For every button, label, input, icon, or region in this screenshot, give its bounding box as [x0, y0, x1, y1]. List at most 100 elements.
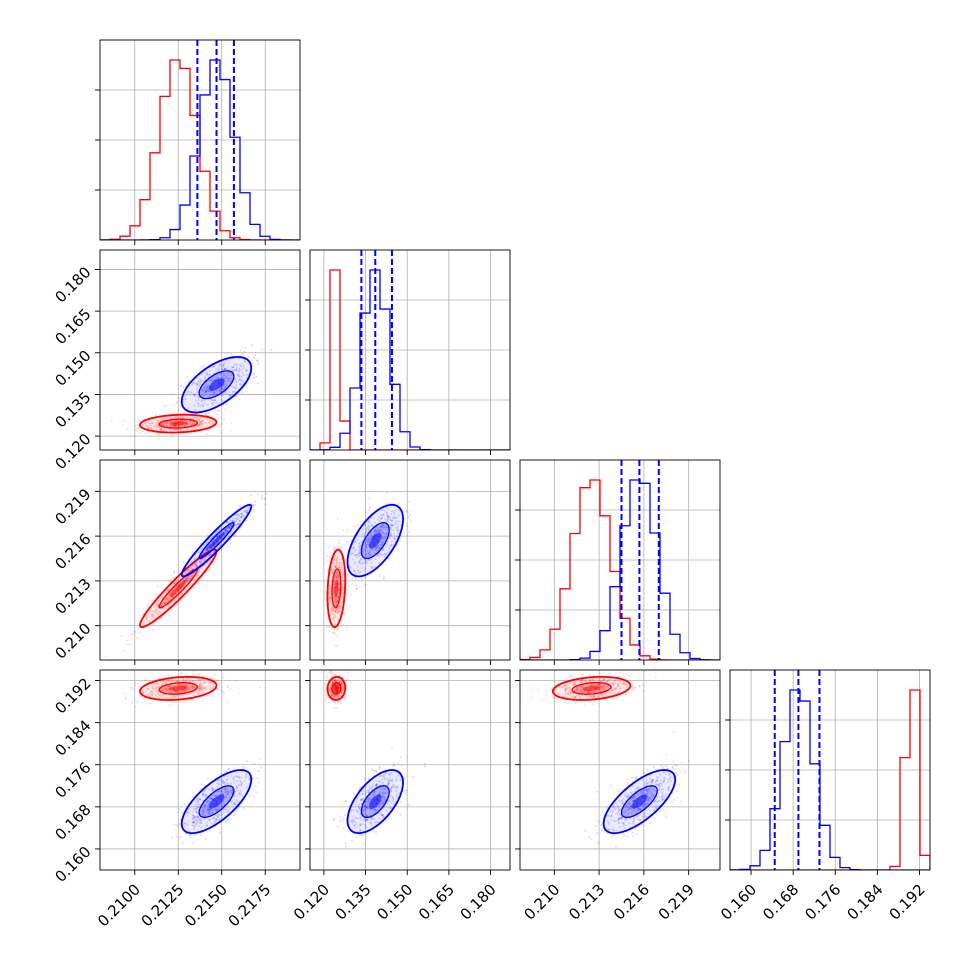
scatter-point — [161, 603, 164, 606]
scatter-point — [160, 605, 163, 608]
scatter-point — [199, 687, 202, 690]
scatter-point — [176, 584, 178, 587]
scatter-point — [201, 559, 203, 562]
scatter-point — [334, 582, 337, 585]
scatter-point — [328, 596, 331, 599]
scatter-point — [206, 808, 209, 811]
scatter-point — [382, 549, 385, 552]
scatter-point — [387, 515, 390, 518]
scatter-point — [121, 423, 124, 426]
scatter-point — [337, 577, 340, 580]
scatter-point — [382, 531, 385, 534]
scatter-point — [355, 554, 358, 557]
scatter-point — [238, 383, 241, 386]
scatter-point — [357, 817, 360, 820]
scatter-point — [200, 821, 203, 824]
scatter-point — [226, 381, 229, 383]
scatter-point — [187, 569, 190, 572]
scatter-point — [378, 555, 381, 558]
scatter-point — [212, 393, 215, 395]
scatter-point — [331, 608, 334, 611]
scatter-point — [200, 365, 203, 368]
scatter-point — [374, 549, 377, 552]
scatter-point — [154, 615, 156, 618]
scatter-point — [165, 687, 168, 690]
scatter-point — [227, 821, 230, 823]
scatter-point — [224, 789, 227, 792]
scatter-point — [153, 424, 156, 427]
scatter-point — [337, 695, 339, 698]
scatter-point — [207, 560, 210, 563]
scatter-point — [379, 790, 382, 793]
scatter-point — [185, 570, 188, 573]
panel-frame — [99, 669, 301, 871]
scatter-point — [338, 695, 340, 698]
scatter-point — [335, 563, 338, 566]
scatter-point — [210, 537, 213, 539]
scatter-point — [336, 690, 339, 693]
scatter-point — [338, 674, 341, 677]
scatter-point — [160, 423, 163, 426]
scatter-point — [334, 609, 337, 612]
scatter-point — [231, 520, 234, 523]
scatter-point — [370, 531, 372, 534]
scatter-point — [198, 560, 201, 563]
scatter-point — [192, 381, 195, 384]
scatter-point — [192, 814, 195, 817]
scatter-point — [208, 554, 211, 557]
scatter-point — [218, 363, 221, 366]
scatter-point — [223, 418, 226, 421]
scatter-point — [235, 784, 238, 787]
scatter-point — [198, 687, 201, 690]
scatter-point — [215, 390, 218, 392]
scatter-point — [225, 794, 227, 797]
scatter-point — [196, 816, 199, 819]
scatter-point — [198, 419, 201, 422]
scatter-point — [346, 574, 348, 577]
scatter-point — [359, 548, 361, 551]
scatter-point — [341, 587, 344, 590]
scatter-point — [187, 428, 190, 431]
scatter-point — [403, 511, 406, 513]
scatter-point — [144, 619, 147, 622]
scatter-point — [167, 689, 170, 691]
scatter-point — [357, 555, 360, 558]
scatter-point — [225, 790, 228, 793]
scatter-point — [202, 790, 205, 793]
scatter-point — [326, 694, 329, 697]
scatter-point — [248, 778, 251, 781]
scatter-point — [393, 536, 396, 539]
scatter-point — [235, 803, 238, 806]
scatter-point — [142, 622, 145, 625]
scatter-point — [397, 503, 400, 505]
scatter-point — [203, 399, 206, 402]
scatter-point — [222, 672, 225, 675]
scatter-point — [336, 572, 339, 574]
scatter-point — [365, 547, 368, 549]
scatter-point — [225, 375, 227, 378]
scatter-point — [385, 532, 388, 535]
scatter-point — [333, 600, 336, 603]
scatter-point — [400, 756, 403, 759]
scatter-point — [333, 684, 336, 687]
scatter-point — [334, 679, 337, 682]
scatter-point — [189, 578, 192, 581]
scatter-point — [176, 684, 179, 687]
scatter-point — [364, 806, 367, 808]
scatter-point — [340, 702, 343, 705]
scatter-point — [202, 394, 205, 397]
scatter-point — [354, 548, 357, 551]
scatter-point — [207, 384, 210, 387]
scatter-point — [335, 600, 337, 603]
scatter-point — [376, 546, 379, 549]
scatter-point — [224, 787, 226, 790]
scatter-point — [336, 634, 339, 637]
scatter-point — [210, 812, 213, 815]
scatter-point — [189, 680, 192, 683]
scatter-point — [359, 552, 362, 555]
scatter-point — [332, 679, 335, 682]
scatter-point — [193, 816, 196, 819]
scatter-point — [342, 586, 345, 589]
scatter-point — [341, 601, 344, 604]
scatter-point — [211, 402, 214, 405]
